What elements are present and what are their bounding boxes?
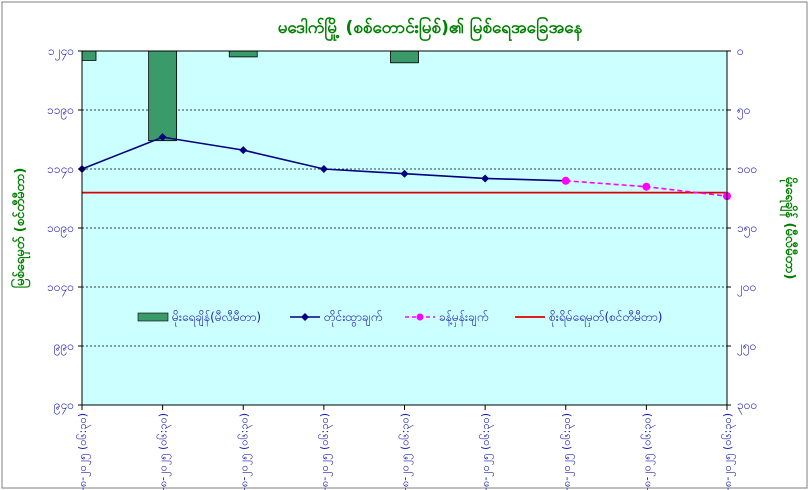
legend-label-observed: တိုင်းထွာချက်: [324, 309, 382, 327]
x-tick-label: ၂၀-၈-၂၀၂၅ (၀၆:၃၀): [237, 413, 252, 490]
y-axis-right-title: မိုးရေချိန် (မီလီမီတာ): [779, 177, 799, 280]
x-tick-label: ၂၆-၈-၂၀၂၅ (၀၆:၃၀): [721, 413, 736, 490]
y-right-tick-label: ၂၀၀: [737, 280, 756, 297]
x-tick-label: ၂၁-၈-၂၀၂၅ (၀၆:၃၀): [318, 413, 333, 490]
rainfall-bar: [228, 50, 258, 58]
plot-area: ၉၄၀ ၉၉၀ ၁၀၄၀ ၁၀၉၀ ၁၁၄၀ ၁၁၉၀ ၁၂၄၀ ၀၅၀၁၀၀၁၅၀၂၀၀၂၅…: [47, 44, 757, 490]
legend-label-rainfall: မိုးရေချိန်(မီလီမီတာ): [172, 309, 261, 327]
rainfall-bar: [81, 50, 97, 61]
legend: မိုးရေချိန်(မီလီမီတာ) တိုင်းထွာချက် ခန့်…: [137, 309, 662, 327]
legend-marker-forecast: [416, 313, 424, 321]
x-tick-label: ၂၃-၈-၂၀၂၅ (၀၆:၃၀): [479, 413, 494, 490]
observed-point: [158, 133, 167, 142]
rainfall-bar: [148, 50, 178, 142]
x-tick-label: ၂၂-၈-၂၀၂၅ (၀၆:၃၀): [399, 413, 414, 490]
x-tick-label: ၁၉-၈-၂၀၂၅ (၀၆:၃၀): [157, 413, 172, 490]
x-tick-label: ၁၈-၈-၂၀၂၅ (၀၆:၃၀): [76, 413, 91, 490]
y-left-tick-label: ၁၀၉၀: [47, 221, 74, 238]
legend-marker-observed: [301, 313, 309, 321]
observed-point: [239, 146, 248, 155]
y-left-tick-label: ၁၁၄၀: [47, 162, 74, 179]
y-right-tick-label: ၅၀: [737, 103, 751, 120]
forecast-point: [561, 176, 570, 185]
legend-label-forecast: ခန့်မှန်းချက်: [439, 309, 488, 327]
rainfall-bar: [390, 50, 419, 64]
observed-point: [400, 169, 409, 178]
y-left-tick-label: ၉၄၀: [54, 398, 74, 415]
y-axis-left-title: မြစ်ရေမှတ် (စင်တီမီတာ): [10, 168, 31, 289]
y-left-tick-label: ၁၁၉၀: [47, 103, 74, 120]
observed-point: [481, 174, 490, 183]
legend-label-danger: စိုးရိမ်ရေမှတ်(စင်တီမီတာ): [549, 309, 662, 327]
forecast-point: [642, 182, 651, 191]
x-tick-label: ၂၅-၈-၂၀၂၅ (၀၆:၃၀): [640, 413, 655, 490]
y-right-tick-label: ၃၀၀: [737, 398, 757, 415]
y-right-tick-label: ၀: [737, 44, 744, 58]
legend-swatch-rainfall: [137, 312, 169, 322]
observed-point: [319, 165, 328, 173]
y-right-tick-label: ၂၅၀: [737, 339, 756, 356]
y-right-tick-label: ၁၀၀: [737, 162, 757, 176]
y-left-tick-label: ၁၂၄၀: [48, 44, 74, 61]
x-tick-label: ၂၄-၈-၂၀၂၅ (၀၆:၃၀): [560, 413, 575, 490]
y-left-tick-label: ၁၀၄၀: [47, 280, 74, 297]
chart-title: မဒေါက်မြို့ (စစ်တောင်းမြစ်)၏ မြစ်ရေအခြေအ…: [278, 15, 583, 42]
y-right-tick-label: ၁၅၀: [737, 221, 757, 238]
y-left-tick-label: ၉၉၀: [54, 339, 74, 356]
